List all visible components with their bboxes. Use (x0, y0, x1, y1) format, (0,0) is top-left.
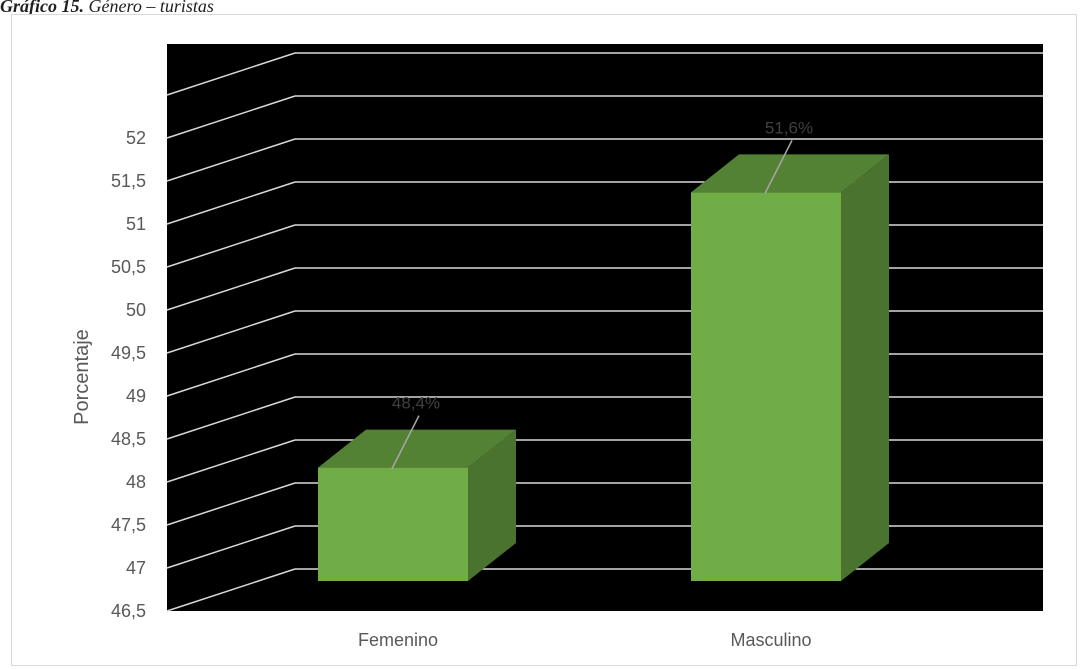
y-tick-label: 50 (126, 300, 146, 320)
y-tick-label: 47 (126, 558, 146, 578)
gridline-side (166, 181, 296, 225)
y-tick-label: 52 (126, 128, 146, 148)
y-tick-label: 48 (126, 472, 146, 492)
y-tick-label: 51 (126, 214, 146, 234)
y-tick-label: 48,5 (111, 429, 146, 449)
bar-front-face (318, 467, 468, 581)
bar-front-face (691, 192, 841, 581)
bar-top-face (318, 429, 516, 468)
figure-caption-number: Gráfico 15. (0, 0, 84, 16)
y-tick-label: 49,5 (111, 343, 146, 363)
gridline-side (166, 525, 296, 569)
y-tick-label: 51,5 (111, 171, 146, 191)
bar-femenino (318, 429, 516, 581)
x-category-label: Masculino (730, 630, 811, 650)
bar-top-face (691, 154, 889, 193)
y-axis-ticks: 46,5 47 47,5 48 48,5 49 49,5 50 50,5 51 51,5 52 (111, 128, 146, 621)
gridline-side (166, 353, 296, 397)
gridline-side (166, 396, 296, 440)
gridline-side (166, 52, 296, 96)
gridline-side (166, 482, 296, 526)
bar-side-face (841, 154, 889, 581)
gridline-side (166, 95, 296, 139)
data-label-leader (764, 140, 793, 194)
x-category-label: Femenino (358, 630, 438, 650)
x-axis-categories: Femenino Masculino (358, 630, 812, 650)
y-tick-label: 47,5 (111, 515, 146, 535)
bars (318, 154, 889, 581)
gridline-side (166, 138, 296, 182)
gridline-side (166, 267, 296, 311)
y-tick-label: 50,5 (111, 257, 146, 277)
gridline-side (166, 224, 296, 268)
y-tick-label: 49 (126, 386, 146, 406)
figure-caption-text: Género – turistas (84, 0, 214, 16)
figure-caption: Gráfico 15. Género – turistas (0, 0, 214, 17)
gridline-side (166, 439, 296, 483)
gridline-side (166, 568, 296, 612)
y-tick-label: 46,5 (111, 601, 146, 621)
bar-masculino (691, 154, 889, 581)
bar-side-face (468, 429, 516, 581)
data-label: 48,4% (392, 394, 440, 413)
data-label: 51,6% (765, 118, 813, 137)
data-labels: 48,4% 51,6% (391, 118, 813, 469)
data-label-leader (391, 415, 420, 469)
gridline-side (166, 310, 296, 354)
y-axis-title: Porcentaje (71, 329, 93, 425)
